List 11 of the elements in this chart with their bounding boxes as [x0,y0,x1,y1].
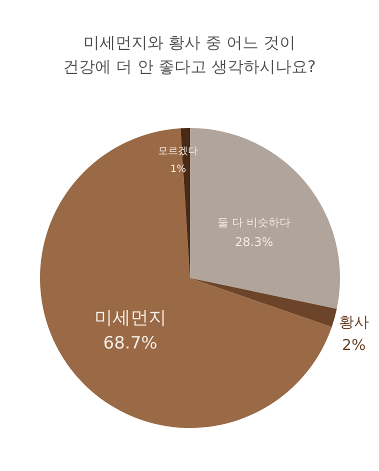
slice-label: 미세먼지 [94,307,166,328]
slice-label: 둘 다 비슷하다 [218,216,291,230]
data-label: 68.7% [103,333,158,354]
chart-title: 미세먼지와 황사 중 어느 것이 건강에 더 안 좋다고 생각하시나요? [63,33,316,76]
slice-label: 황사 [338,312,369,331]
data-label: 28.3% [235,235,274,250]
pie-slice [190,278,337,328]
data-label: 2% [342,336,366,354]
data-label: 1% [170,164,186,176]
slice-label: 모르겠다 [158,146,198,158]
pie-slice [40,128,332,428]
